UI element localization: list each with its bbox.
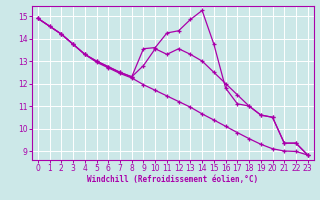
X-axis label: Windchill (Refroidissement éolien,°C): Windchill (Refroidissement éolien,°C) (87, 175, 258, 184)
